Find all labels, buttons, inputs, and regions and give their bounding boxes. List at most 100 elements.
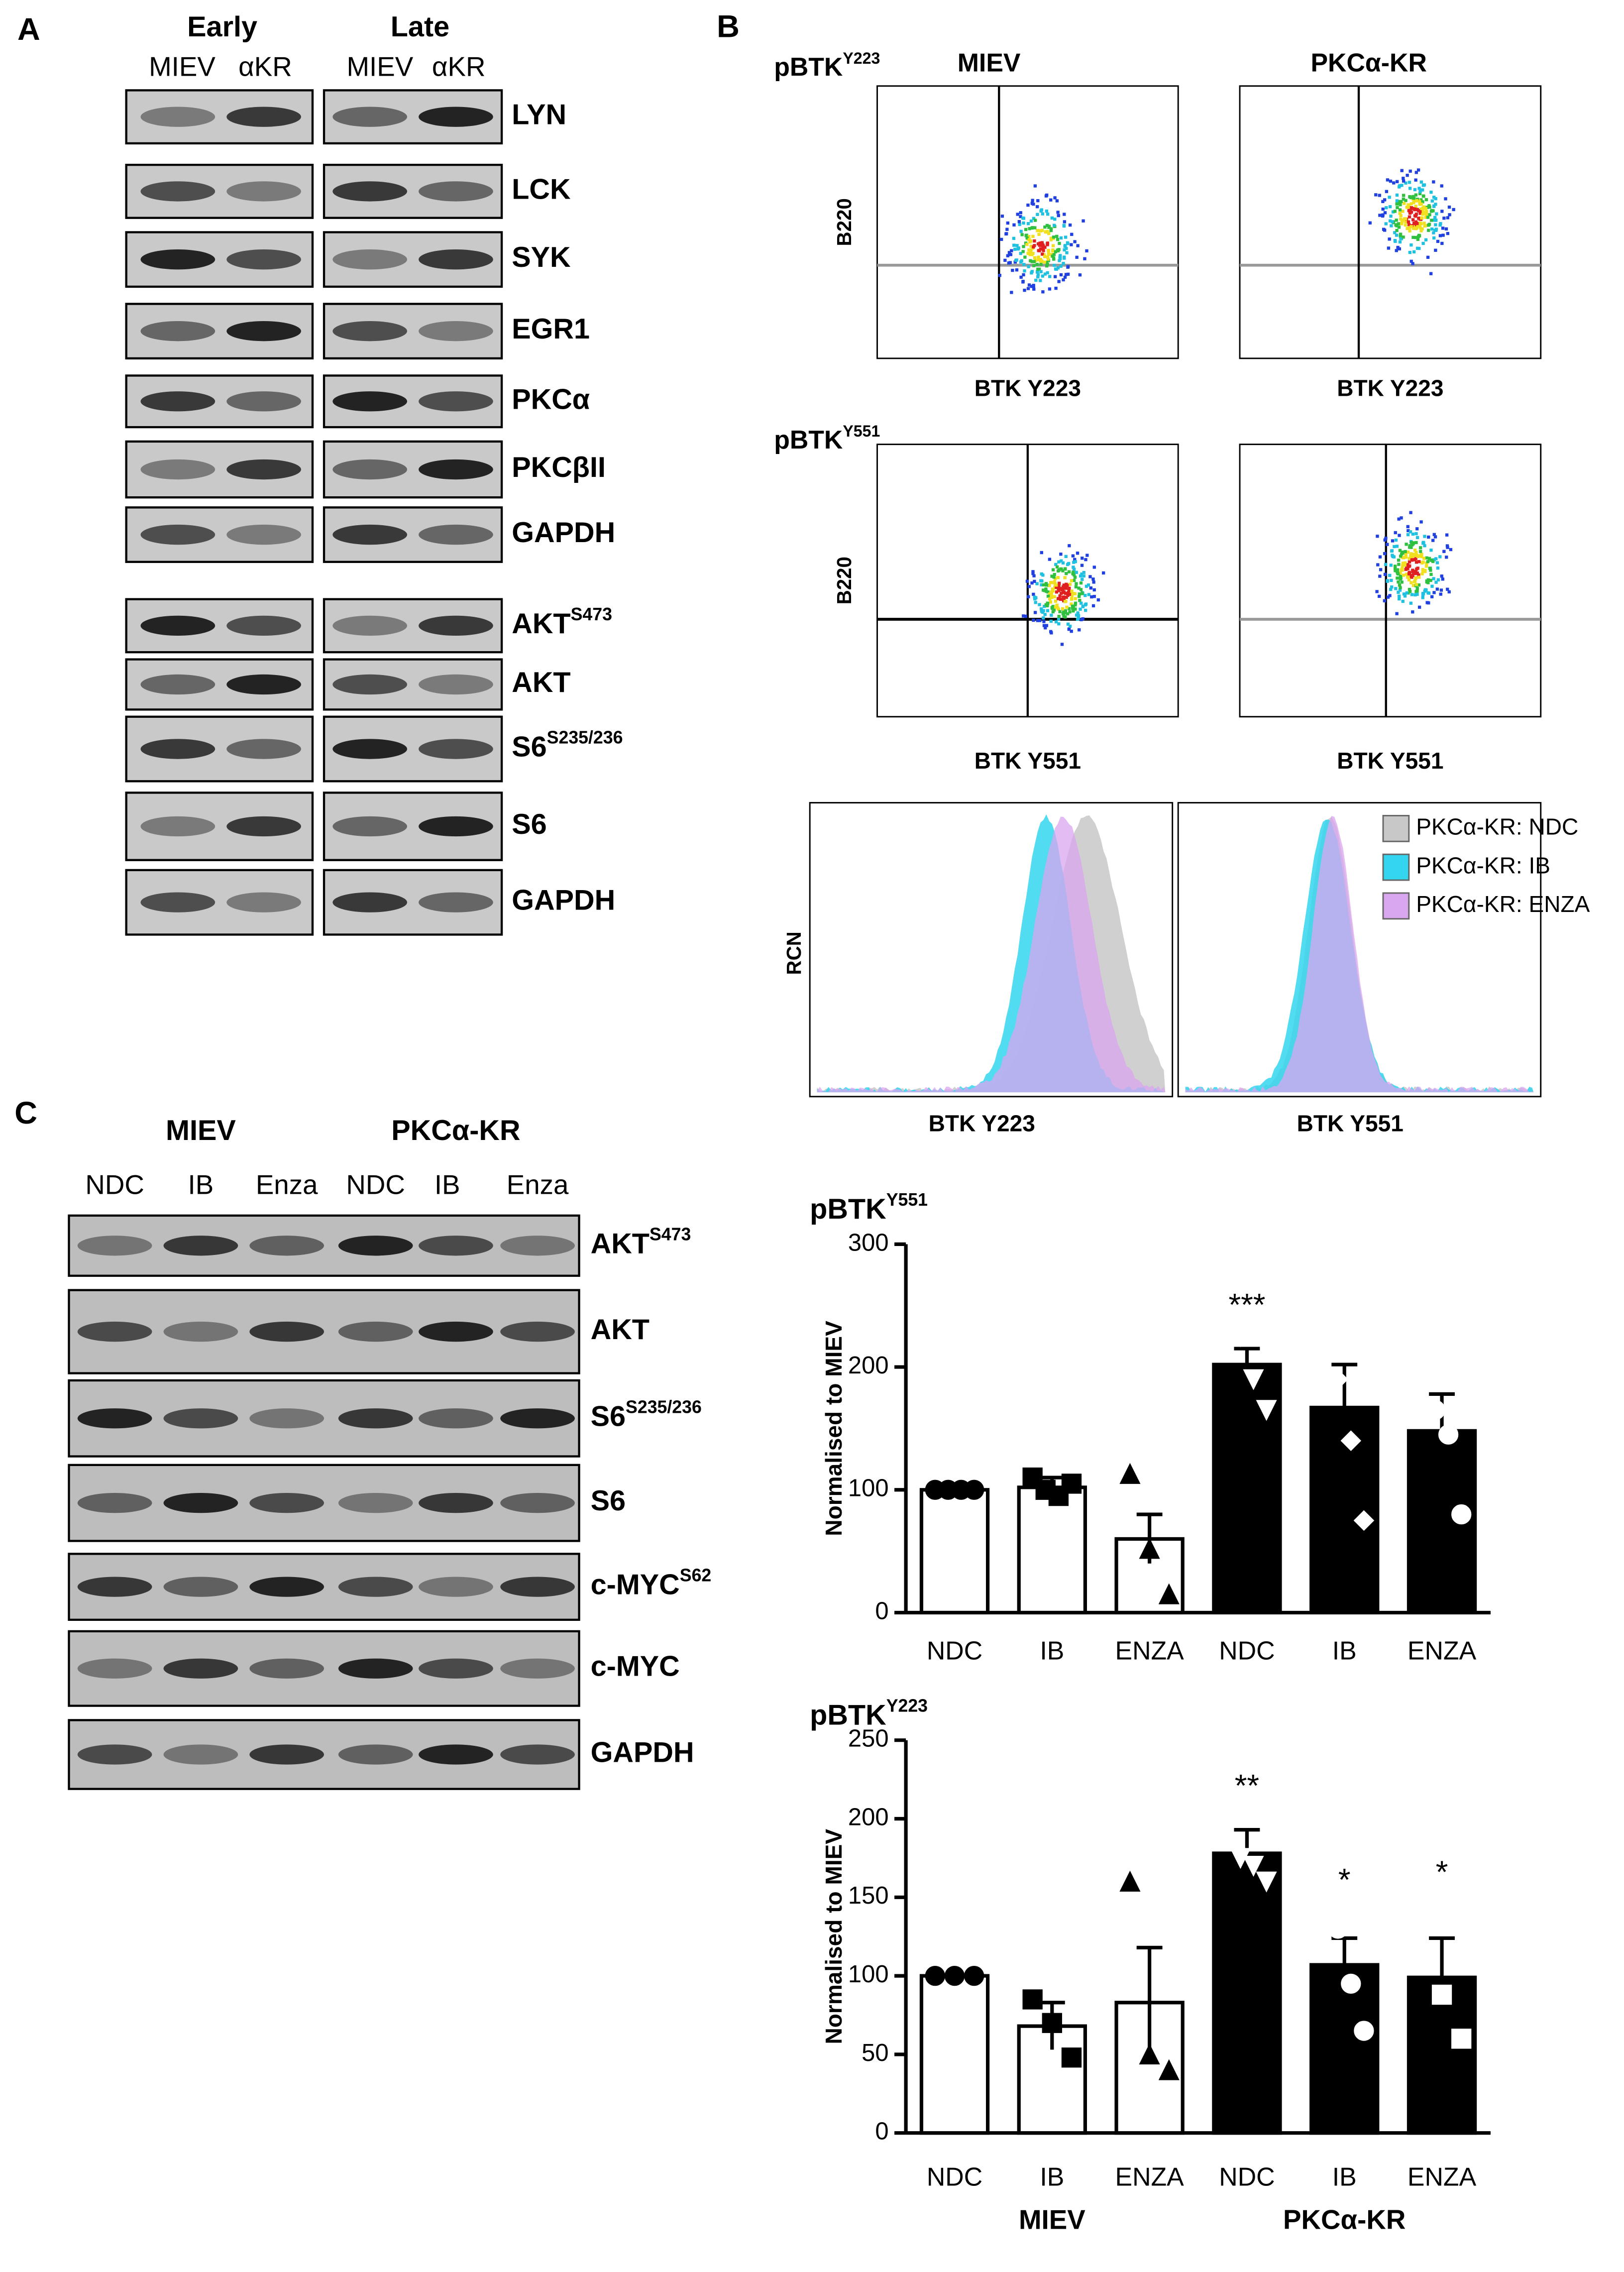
event [1051, 568, 1055, 571]
band [140, 615, 216, 636]
event [1429, 568, 1432, 572]
event [1064, 273, 1068, 276]
event [1054, 583, 1058, 587]
event [1071, 606, 1075, 610]
event [1047, 231, 1051, 235]
band [249, 1321, 325, 1342]
event [1022, 263, 1026, 266]
event [1066, 593, 1070, 597]
event [1419, 222, 1423, 226]
band [419, 524, 493, 545]
event [1421, 241, 1425, 245]
event [1034, 601, 1037, 604]
event [1049, 228, 1053, 232]
event [1403, 563, 1407, 567]
event [1422, 195, 1425, 198]
lane-label: NDC [85, 1169, 144, 1200]
event [1384, 563, 1388, 567]
event [1378, 594, 1381, 598]
event [1065, 246, 1068, 250]
event [1407, 572, 1411, 575]
flow-plot [876, 85, 1179, 359]
flow-title-base: pBTK [774, 425, 843, 454]
band [500, 1236, 575, 1256]
event [1040, 572, 1043, 576]
data-point [964, 1965, 984, 1986]
event [1436, 239, 1440, 243]
data-point [1139, 1538, 1160, 1559]
event [1043, 272, 1047, 276]
event [1429, 272, 1433, 275]
event [1405, 206, 1408, 209]
event [1032, 260, 1036, 263]
y-tick-label: 200 [848, 1804, 889, 1830]
event [1452, 208, 1455, 212]
band [226, 107, 301, 127]
event [1082, 574, 1085, 578]
event [1051, 589, 1055, 593]
band [140, 107, 216, 127]
event [1072, 568, 1076, 571]
event [1031, 199, 1034, 202]
event [1050, 613, 1053, 617]
event [1042, 249, 1045, 252]
event [1049, 600, 1053, 604]
event [1413, 554, 1417, 557]
event [1070, 602, 1073, 606]
event [1061, 607, 1065, 611]
event [1426, 216, 1430, 219]
event [1388, 196, 1391, 199]
event [1397, 559, 1401, 562]
band [419, 1321, 493, 1342]
event [1024, 234, 1028, 237]
event [1067, 627, 1071, 631]
event [1412, 225, 1416, 228]
event [1089, 586, 1093, 590]
band [249, 1577, 325, 1597]
event [1395, 193, 1399, 197]
event [1397, 226, 1401, 229]
event [1399, 574, 1402, 578]
band [226, 321, 301, 341]
event [1409, 196, 1413, 200]
data-point [1217, 1801, 1238, 1822]
event [1414, 220, 1418, 224]
event [1029, 248, 1033, 252]
event [1404, 568, 1407, 571]
significance: *** [1228, 1288, 1265, 1323]
event [1381, 200, 1385, 204]
event [1041, 212, 1044, 216]
event [1376, 535, 1379, 538]
data-point [1314, 1895, 1335, 1916]
band [226, 391, 301, 412]
x-tick-label: IB [1040, 1636, 1064, 1665]
event [1026, 203, 1030, 207]
event [1410, 556, 1414, 560]
event [1075, 255, 1079, 259]
band [77, 1492, 152, 1513]
event [1394, 569, 1397, 572]
event [1062, 614, 1066, 618]
event [1038, 603, 1041, 606]
event [1439, 592, 1442, 596]
event [1081, 605, 1084, 608]
event [1012, 223, 1016, 227]
band [140, 674, 216, 695]
event [1416, 237, 1420, 241]
histogram [817, 816, 1166, 1093]
event [1394, 531, 1397, 535]
event [1024, 227, 1028, 231]
event [1395, 228, 1399, 232]
event [1037, 255, 1040, 259]
event [1068, 610, 1072, 614]
blot-label-base: GAPDH [512, 885, 615, 916]
event [1407, 205, 1411, 209]
event [1441, 233, 1445, 237]
event [1071, 554, 1075, 558]
event [1393, 210, 1397, 213]
event [1033, 184, 1037, 188]
event [1425, 562, 1428, 565]
event [1397, 572, 1400, 576]
event [1046, 255, 1050, 259]
event [1414, 551, 1418, 554]
